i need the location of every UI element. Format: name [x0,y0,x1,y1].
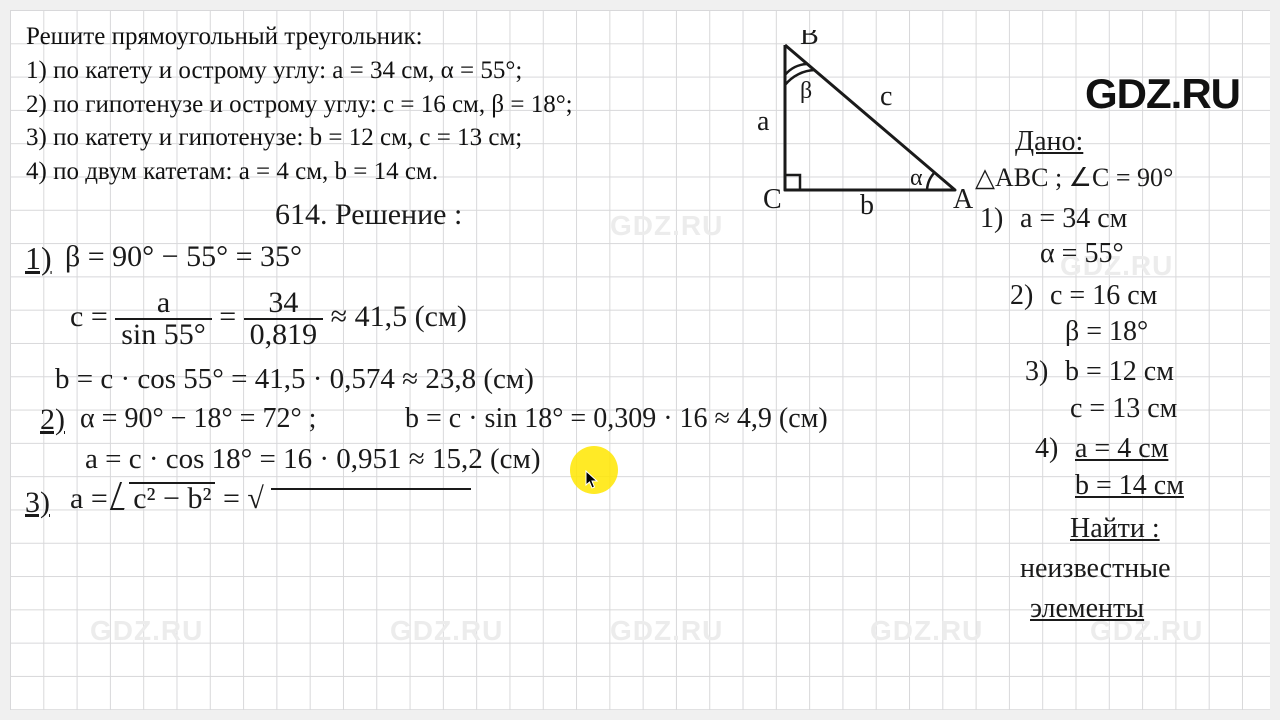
problem-block: Решите прямоугольный треугольник: 1) по … [26,20,726,189]
c-res: ≈ 41,5 (см) [331,300,467,333]
given-3-l2: c = 13 см [1070,395,1177,423]
triangle-diagram: B C A a b c β α [745,30,975,220]
a-lhs: a = [70,482,108,515]
sol1-c: c = a sin 55° = 34 0,819 ≈ 41,5 (см) [70,288,467,350]
sqrt-empty-bar [271,488,471,496]
svg-text:A: A [953,184,974,215]
sol2-b: b = c · sin 18° = 0,309 · 16 ≈ 4,9 (см) [405,405,828,433]
watermark: GDZ.RU [390,615,503,647]
mouse-cursor-icon [585,470,599,490]
problem-text: 4) по двум катетам: a = 4 см, b = 14 см. [26,158,438,185]
watermark: GDZ.RU [870,615,983,647]
given-4-n: 4) [1035,435,1058,463]
a-eq: = √ [223,482,264,515]
svg-text:α: α [910,165,923,191]
given-header: Дано: [1015,128,1083,156]
c-den: sin 55° [115,320,212,350]
find-header: Найти : [1070,515,1160,543]
sol3-a: a = c² − b² = √ [70,482,471,514]
given-triangle: △ABC ; ∠C = 90° [975,165,1173,191]
watermark: GDZ.RU [610,615,723,647]
given-1-n: 1) [980,205,1003,233]
sol2-alpha: α = 90° − 18° = 72° ; [80,405,316,433]
given-1-l1: a = 34 см [1020,205,1127,233]
solution-header: 614. Решение : [275,200,462,230]
page: GDZ.RU GDZ.RU GDZ.RU GDZ.RU GDZ.RU GDZ.R… [10,10,1270,710]
problem-item-3: 3) по катету и гипотенузе: b = 12 см, c … [26,121,726,155]
svg-text:B: B [800,30,819,51]
given-2-l1: c = 16 см [1050,282,1157,310]
given-3-l1: b = 12 см [1065,358,1174,386]
find-line3: элементы [1030,595,1144,623]
c-lhs: c = [70,300,108,333]
site-logo: GDZ.RU [1085,70,1240,118]
sol1-b: b = c · cos 55° = 41,5 · 0,574 ≈ 23,8 (с… [55,365,534,394]
problem-text: 1) по катету и острому углу: a = 34 см, … [26,57,522,84]
sol2-a: a = c · cos 18° = 16 · 0,951 ≈ 15,2 (см) [85,445,540,474]
sol2-tag: 2) [40,405,65,435]
problem-text: 2) по гипотенузе и острому углу: c = 16 … [26,91,573,118]
given-2-l2: β = 18° [1065,318,1148,346]
sol1-tag: 1) [25,242,52,274]
given-4-l2: b = 14 см [1075,472,1184,500]
c-num: a [115,288,212,320]
sol3-tag: 3) [25,488,50,518]
a-sqrt: c² − b² [129,482,215,514]
c-num2: 34 [244,288,324,320]
svg-text:β: β [800,78,812,104]
problem-text: 3) по катету и гипотенузе: b = 12 см, c … [26,124,522,151]
svg-text:b: b [860,190,874,220]
problem-item-4: 4) по двум катетам: a = 4 см, b = 14 см. [26,155,726,189]
c-eq: = [219,300,236,333]
given-1-l2: α = 55° [1040,240,1124,268]
find-line2: неизвестные [1020,555,1171,583]
problem-item-1: 1) по катету и острому углу: a = 34 см, … [26,54,726,88]
watermark: GDZ.RU [90,615,203,647]
svg-text:a: a [757,106,770,137]
c-den2: 0,819 [244,320,324,350]
svg-text:C: C [763,184,782,215]
given-4-l1: a = 4 см [1075,435,1168,463]
watermark: GDZ.RU [610,210,723,242]
sol1-beta: β = 90° − 55° = 35° [65,242,302,272]
problem-item-2: 2) по гипотенузе и острому углу: c = 16 … [26,88,726,122]
svg-text:c: c [880,81,892,112]
given-3-n: 3) [1025,358,1048,386]
given-2-n: 2) [1010,282,1033,310]
problem-title: Решите прямоугольный треугольник: [26,20,726,54]
